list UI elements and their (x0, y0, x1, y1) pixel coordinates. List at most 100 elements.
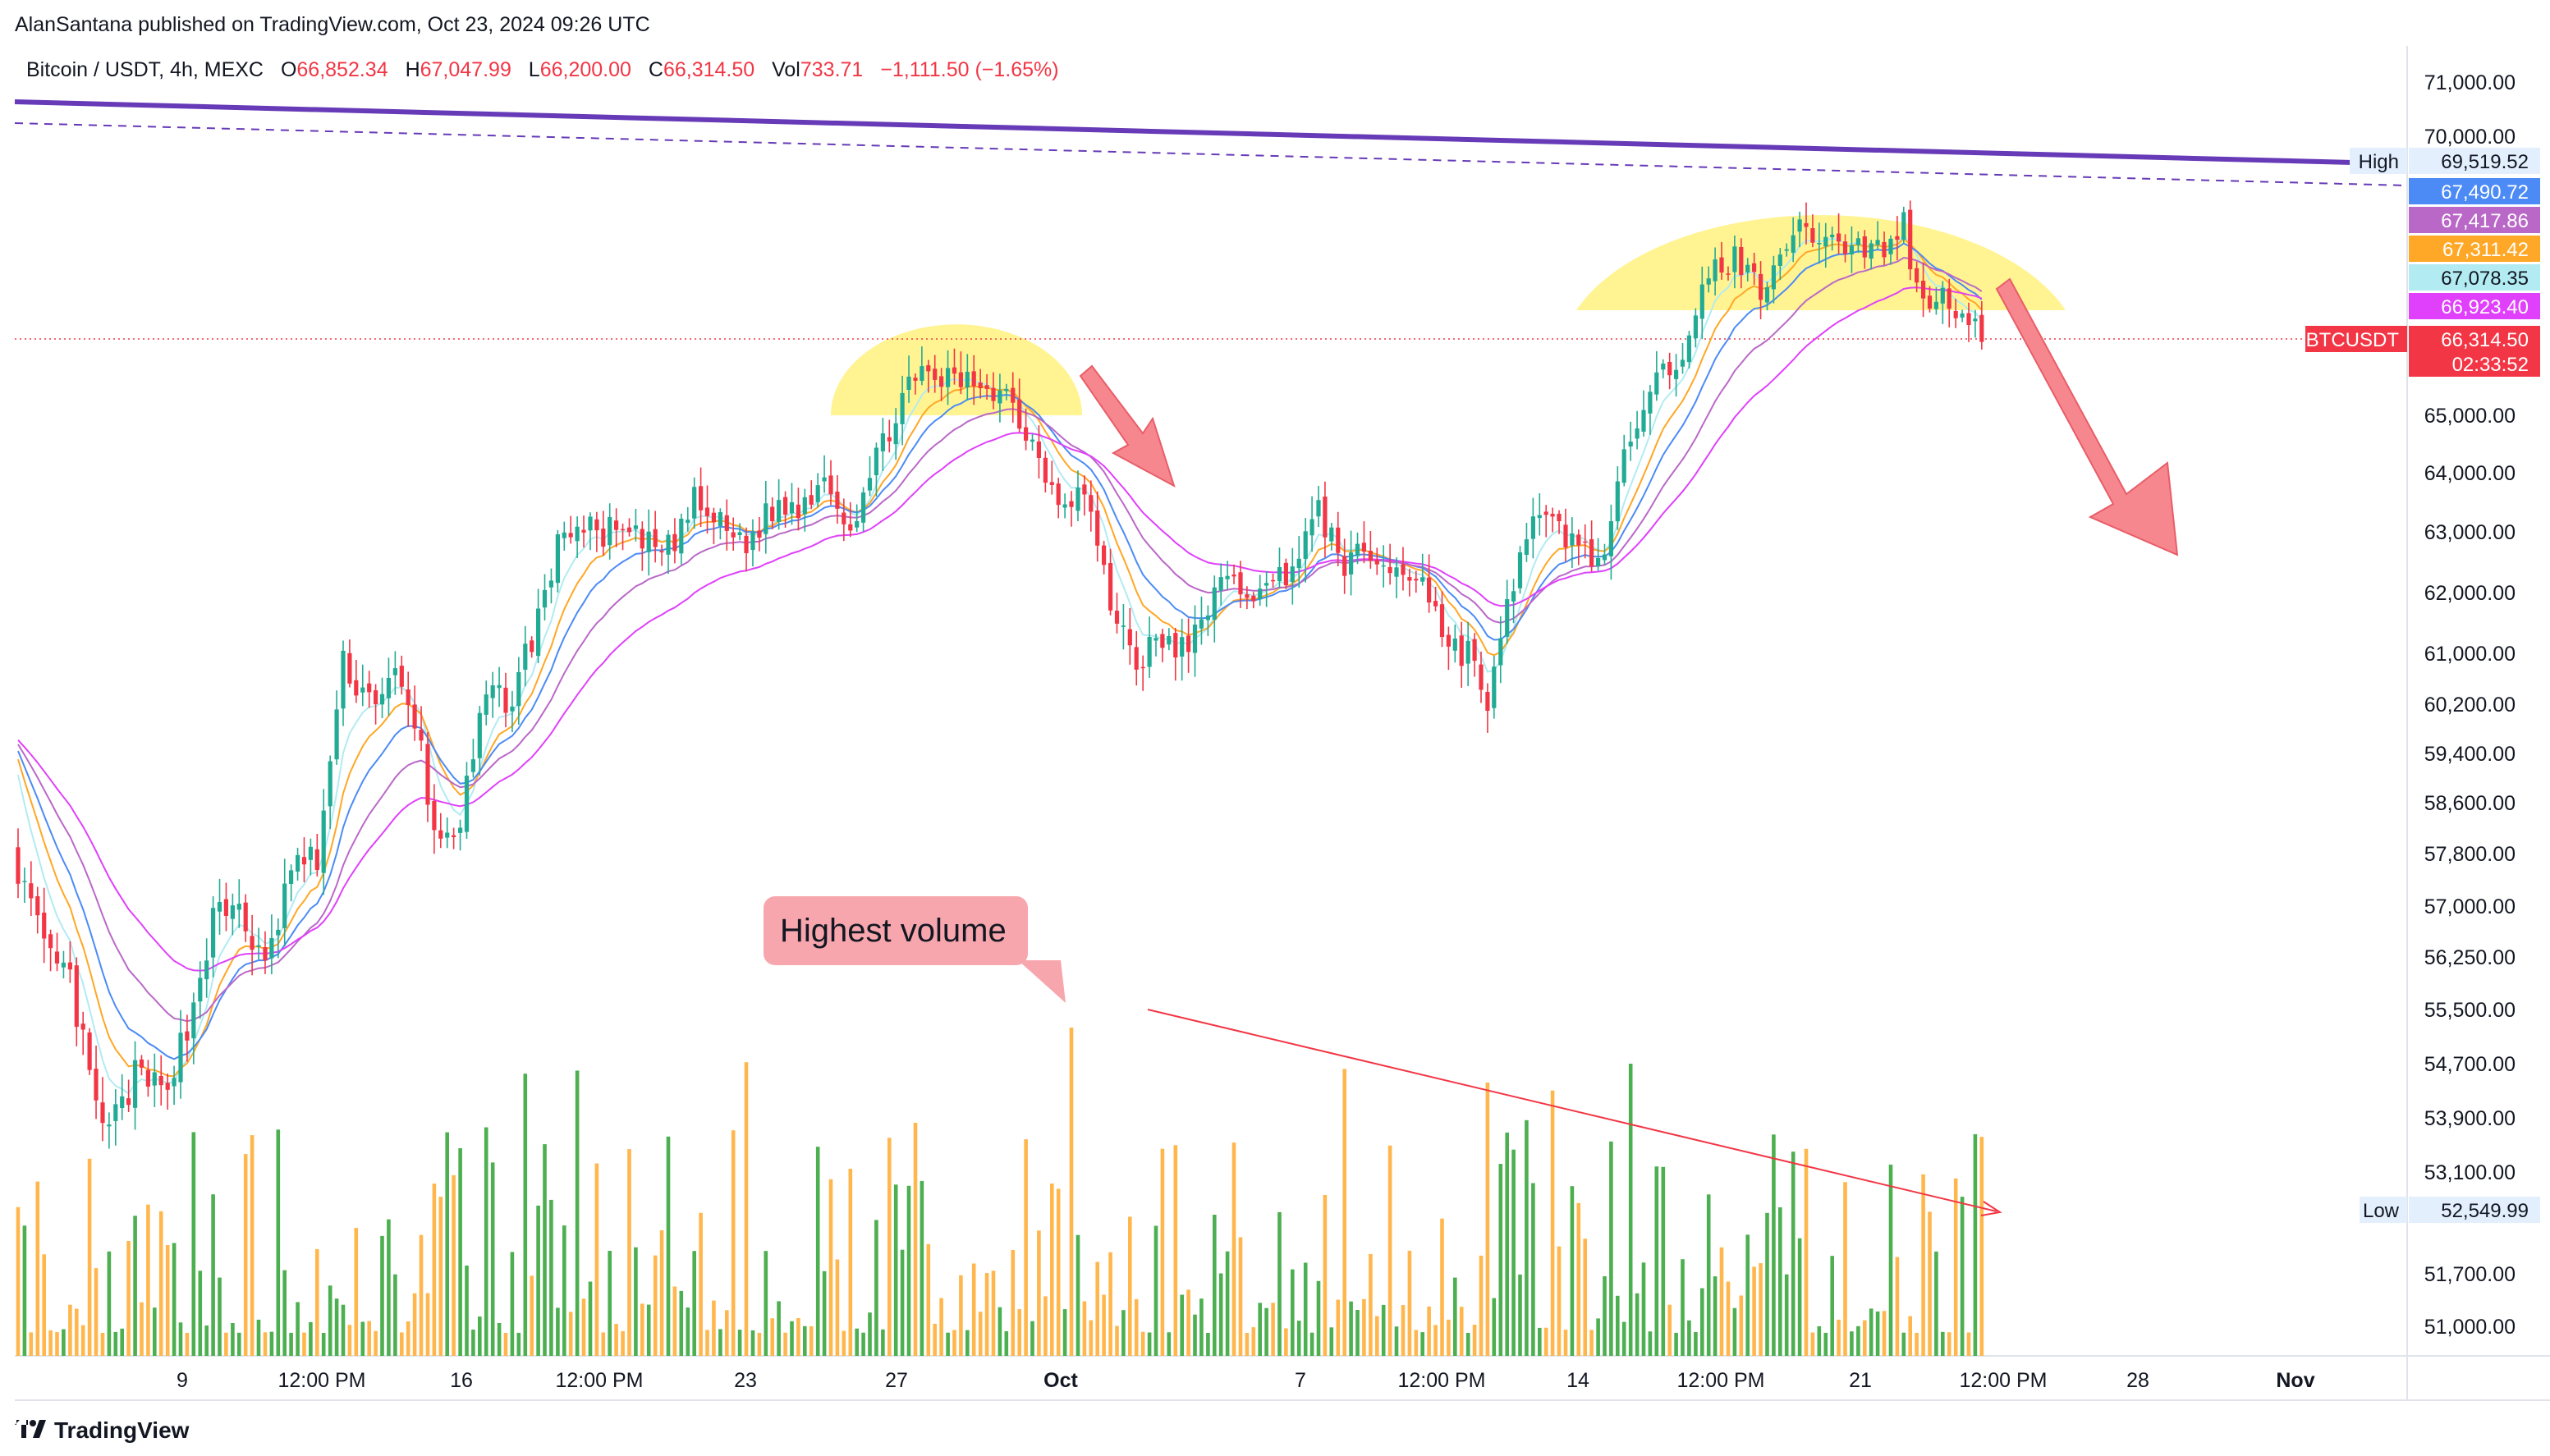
candle (1095, 491, 1100, 562)
candle-body (477, 712, 482, 758)
volume-bar (153, 1307, 157, 1356)
candle (939, 368, 944, 401)
candle-body (282, 883, 287, 928)
volume-bar (1140, 1331, 1145, 1356)
candle-body (211, 908, 216, 958)
candle (1251, 592, 1256, 609)
volume-bar (764, 1251, 768, 1356)
candle-body (1979, 314, 1984, 342)
candle-body (1849, 245, 1854, 254)
candle (699, 467, 704, 528)
volume-bar (1843, 1182, 1847, 1356)
volume-bar (1433, 1325, 1438, 1356)
candle-body (67, 962, 72, 970)
candle-body (1361, 543, 1366, 552)
volume-bar (140, 1302, 144, 1356)
volume-bar (68, 1304, 72, 1356)
candle-body (1648, 391, 1653, 414)
candle-body (1238, 572, 1243, 595)
volume-bar (705, 1330, 709, 1356)
candle (926, 359, 931, 393)
candle (1336, 511, 1341, 566)
candle (1817, 222, 1822, 264)
volume-bar (991, 1271, 996, 1356)
volume-bar (1323, 1195, 1328, 1356)
candle-body (984, 385, 989, 389)
candle (54, 932, 60, 972)
volume-bar (686, 1307, 690, 1356)
highest-volume-callout: Highest volume (764, 896, 1066, 1003)
candle (1452, 625, 1457, 663)
candle (1654, 350, 1659, 401)
candle (867, 456, 873, 497)
candle-body (1134, 647, 1139, 670)
candle (1492, 656, 1497, 719)
candle (1699, 266, 1704, 340)
candle-body (301, 857, 307, 865)
volume-bar (1953, 1178, 1958, 1356)
volume-bar (94, 1268, 99, 1356)
candle-body (1231, 574, 1236, 577)
candle-body (314, 849, 319, 870)
candle-body (588, 516, 593, 531)
price-label: 66,923.40 (2409, 293, 2540, 319)
volume-bar (640, 1303, 644, 1356)
candle (1804, 202, 1809, 245)
time-axis[interactable]: 9 12:00 PM 16 12:00 PM 23 27 Oct 7 12:00 PM 14 12:… (177, 1369, 2315, 1392)
candle (562, 521, 566, 551)
candle (1420, 553, 1425, 586)
volume-bar (893, 1184, 898, 1356)
volume-bar (881, 1329, 885, 1356)
price-tick-label: 61,000.00 (2424, 643, 2516, 666)
volume-bar (412, 1293, 417, 1356)
candle (425, 732, 430, 822)
volume-bar (1557, 1246, 1562, 1356)
volume-bar (1543, 1327, 1548, 1356)
volume-bar (1882, 1311, 1887, 1356)
time-tick-label: 21 (1849, 1369, 1872, 1392)
time-tick-label: 27 (885, 1369, 908, 1392)
candle (1855, 231, 1860, 254)
candle-body (952, 367, 957, 374)
volume-bar (1804, 1148, 1809, 1356)
candle (386, 657, 391, 717)
candle (1908, 200, 1913, 281)
candle-body (1667, 362, 1672, 376)
candle-body (1433, 601, 1438, 607)
candle-body (1953, 311, 1958, 318)
candle-body (783, 497, 788, 515)
volume-bar (334, 1298, 339, 1356)
candle-body (946, 368, 951, 387)
candle-body (1726, 273, 1731, 275)
candle-body (1368, 551, 1373, 561)
candle (1693, 308, 1698, 348)
volume-bar (1095, 1261, 1099, 1356)
candle (828, 460, 833, 506)
volume-bar (868, 1312, 872, 1356)
volume-bar (1271, 1303, 1275, 1356)
volume-bar (1791, 1152, 1796, 1356)
candle (29, 861, 34, 916)
volume-bar (360, 1321, 365, 1356)
candle (1933, 287, 1938, 315)
candle-body (1017, 399, 1022, 429)
candle (243, 894, 248, 942)
candle (1713, 247, 1718, 295)
price-tick-label: 56,250.00 (2424, 946, 2516, 969)
candle (770, 497, 775, 529)
candle (510, 690, 515, 733)
candle-body (1374, 560, 1379, 565)
candle (1953, 298, 1958, 328)
candle (750, 519, 755, 567)
low-value: 52,549.99 (2441, 1200, 2529, 1222)
volume-bar (35, 1181, 40, 1356)
candle (1075, 470, 1080, 521)
volume-bar (172, 1243, 177, 1356)
candle-body (1537, 515, 1542, 519)
candle (445, 817, 450, 849)
candle-body (1316, 500, 1321, 517)
volume-bar (1888, 1165, 1893, 1356)
candle-body (1167, 636, 1172, 645)
price-axis[interactable]: 71,000.00 70,000.00 65,000.00 64,000.00 63,0… (2424, 71, 2516, 1339)
